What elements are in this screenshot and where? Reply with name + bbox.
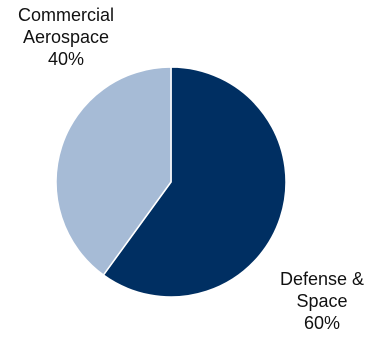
pie-slice-0: [102, 66, 287, 298]
pie-label-line: Space: [296, 291, 347, 311]
pie-label-line: Defense &: [280, 269, 364, 289]
pie-label-line: Aerospace: [23, 27, 109, 47]
pie-label-value: 40%: [48, 49, 84, 69]
pie-slice-1: [55, 66, 172, 277]
pie-labels: Defense & Space 60% Commercial Aerospace 40%: [18, 5, 364, 333]
pie-label-value: 60%: [304, 313, 340, 333]
pie-label-line: Commercial: [18, 5, 114, 25]
pie-slices: [55, 66, 287, 298]
pie-label-1: Commercial Aerospace 40%: [18, 5, 114, 69]
pie-label-0: Defense & Space 60%: [280, 269, 364, 333]
